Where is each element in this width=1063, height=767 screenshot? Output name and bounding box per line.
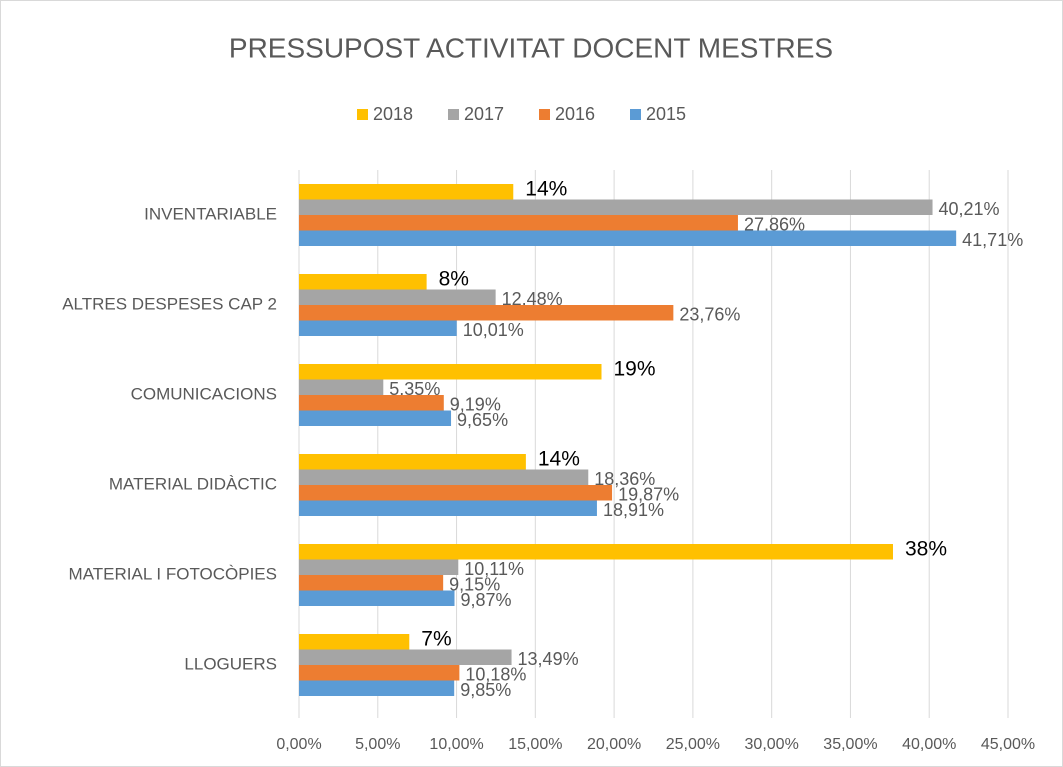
legend-label: 2016 [555,104,595,124]
bar [299,680,455,696]
bar [299,305,674,321]
data-label: 10,11% [464,559,524,579]
bar [299,379,384,395]
data-label: 14% [538,447,580,470]
legend-label: 2015 [646,104,686,124]
y-tick-label: LLOGUERS [184,654,277,673]
bar [299,590,455,606]
bar [299,320,457,336]
legend-swatch [539,109,550,120]
y-tick-label: MATERIAL I FOTOCÒPIES [69,564,277,583]
legend-label: 2017 [464,104,504,124]
data-label: 8% [439,267,469,290]
bar [299,289,496,305]
data-label: 38% [905,537,947,560]
data-label: 10,01% [463,320,524,340]
bar [299,485,613,501]
bar [299,500,597,516]
x-tick-label: 45,00% [981,736,1035,753]
legend-label: 2018 [373,104,413,124]
x-tick-label: 25,00% [666,736,720,753]
x-tick-label: 20,00% [587,736,641,753]
y-tick-label: INVENTARIABLE [144,204,277,223]
data-label: 5,35% [389,379,440,399]
data-label: 12,48% [502,289,563,309]
data-label: 27,86% [744,215,805,235]
bar [299,454,526,470]
bar [299,364,602,380]
x-tick-label: 5,00% [355,736,400,753]
legend-swatch [357,109,368,120]
bar [299,544,893,560]
bar [299,230,957,246]
data-label: 13,49% [518,649,579,669]
x-tick-label: 35,00% [823,736,877,753]
bar [299,469,589,485]
legend-swatch [630,109,641,120]
bar [299,634,410,650]
x-tick-label: 15,00% [508,736,562,753]
x-tick-label: 30,00% [745,736,799,753]
data-label: 19% [614,357,656,380]
bar [299,199,933,215]
bar [299,665,460,681]
bar [299,410,452,426]
data-label: 41,71% [962,230,1023,250]
bar [299,274,427,290]
x-tick-label: 40,00% [902,736,956,753]
bar [299,559,459,575]
x-tick-label: 0,00% [276,736,321,753]
bar [299,649,512,665]
bar [299,395,444,411]
legend-swatch [448,109,459,120]
y-tick-label: ALTRES DESPESES CAP 2 [62,294,277,313]
data-label: 23,76% [679,305,740,325]
x-tick-label: 10,00% [429,736,483,753]
data-label: 9,15% [449,575,500,595]
data-label: 9,85% [460,680,511,700]
data-label: 14% [525,177,567,200]
chart-title: PRESSUPOST ACTIVITAT DOCENT MESTRES [229,32,833,63]
y-tick-label: COMUNICACIONS [131,384,277,403]
bar [299,575,444,591]
data-label: 10,18% [465,665,526,685]
data-label: 40,21% [939,199,1000,219]
bar [299,184,514,200]
data-label: 9,87% [461,590,512,610]
data-label: 9,65% [457,410,508,430]
bar [299,215,738,231]
data-label: 7% [421,627,451,650]
data-label: 19,87% [618,485,679,505]
y-tick-label: MATERIAL DIDÀCTIC [109,474,277,493]
data-label: 18,36% [594,469,655,489]
data-label: 9,19% [450,395,501,415]
data-label: 18,91% [603,500,664,520]
